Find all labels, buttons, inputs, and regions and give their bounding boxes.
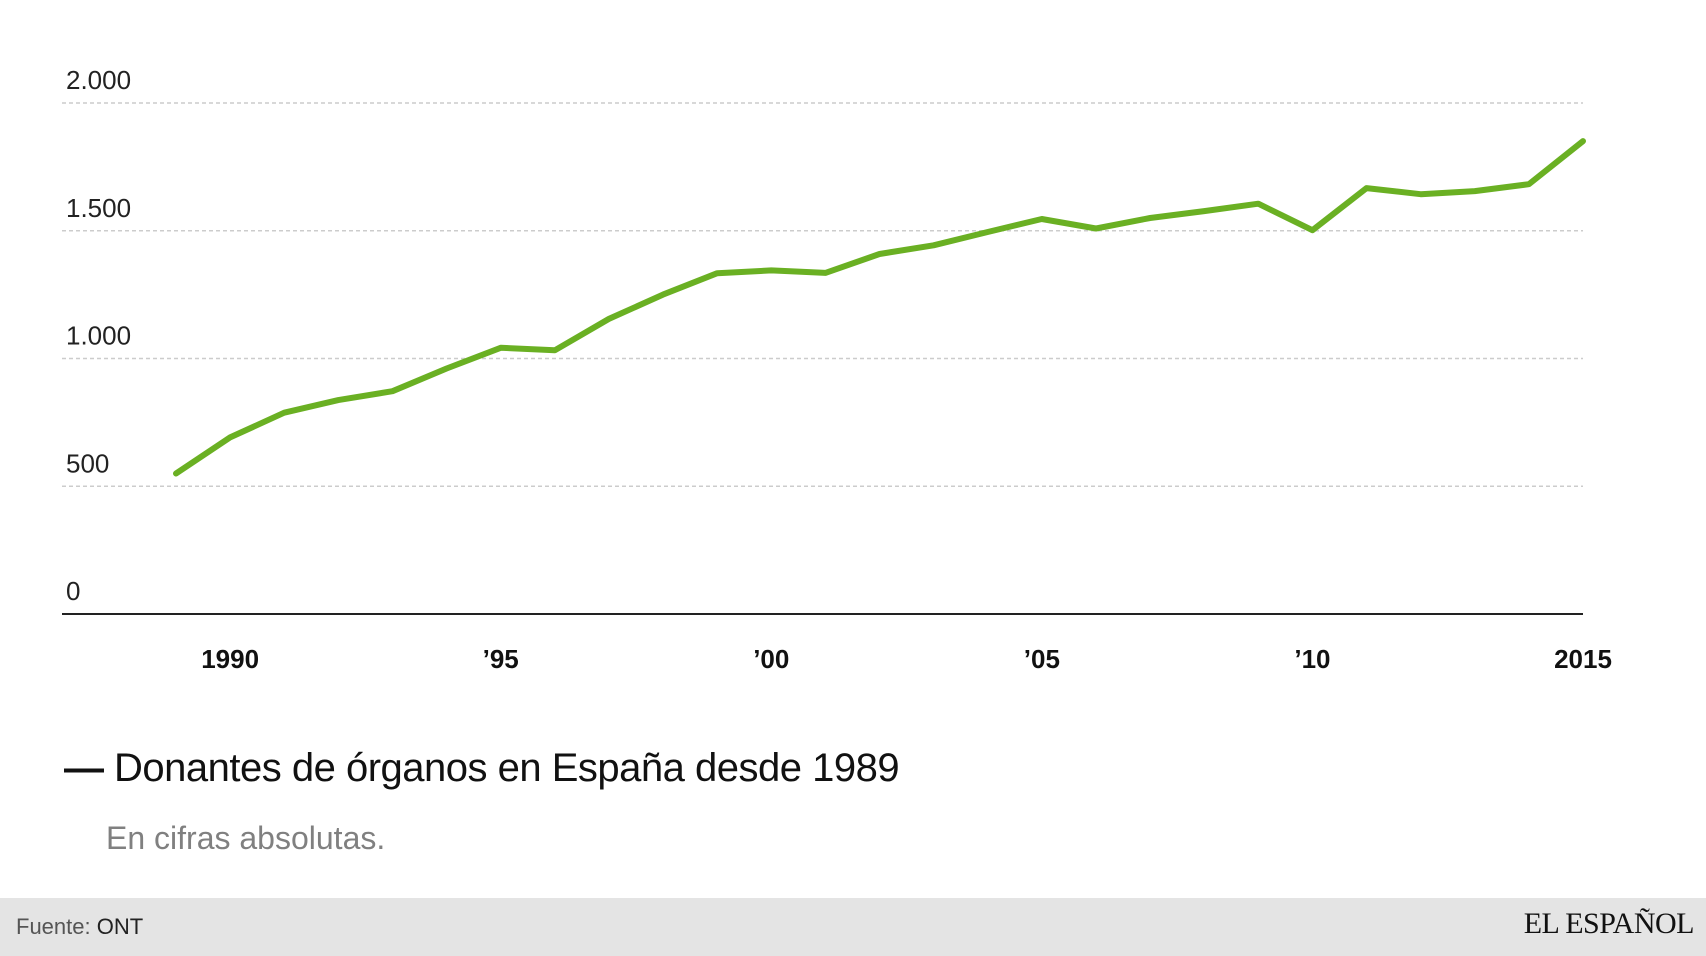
data-point-2002 [877,251,883,257]
data-point-2015 [1580,138,1586,144]
source-label: Fuente: [16,914,91,939]
source-value: ONT [96,914,144,939]
y-tick-label: 1.000 [66,321,131,351]
y-tick-label: 1.500 [66,193,131,223]
y-tick-label: 0 [66,576,80,606]
data-point-1989 [173,470,179,476]
data-point-1994 [444,365,450,371]
chart-subtitle: En cifras absolutas. [106,820,386,856]
series-group [173,138,1586,477]
x-tick-label: ’05 [1024,644,1060,674]
data-point-2011 [1364,185,1370,191]
chart-title-row: — Donantes de órganos en España desde 19… [64,744,900,792]
x-tick-label: ’95 [483,644,519,674]
y-axis-ticks: 0 500 1.000 1.500 2.000 [66,65,131,606]
el-espanol-logo: EL ESPAÑOL [1523,907,1695,940]
legend-swatch: — [64,746,104,790]
x-axis-ticks: 1990 ’95 ’00 ’05 ’10 2015 [201,644,1612,674]
source-credit: Fuente: ONT [16,914,143,940]
series-line [173,138,1586,477]
data-point-1991 [281,410,287,416]
data-point-2012 [1418,191,1424,197]
data-point-2014 [1526,181,1532,187]
chart-title: Donantes de órganos en España desde 1989 [114,746,900,790]
footer-bar: Fuente: ONT EL ESPAÑOL [0,898,1706,956]
data-point-2009 [1255,201,1261,207]
x-tick-label: 1990 [201,644,259,674]
line-chart: 0 500 1.000 1.500 2.000 1990 ’95 ’00 ’05 ’10 2015 [62,65,1612,674]
data-point-2004 [985,229,991,235]
y-tick-label: 500 [66,448,109,478]
y-tick-label: 2.000 [66,65,131,95]
data-point-2001 [822,270,828,276]
data-point-1992 [335,397,341,403]
data-point-2006 [1093,225,1099,231]
data-point-1995 [498,345,504,351]
data-point-1996 [552,347,558,353]
data-point-1999 [714,270,720,276]
data-point-1998 [660,292,666,298]
x-tick-label: ’10 [1294,644,1330,674]
data-point-1990 [227,434,233,440]
data-point-2005 [1039,216,1045,222]
data-point-2003 [931,242,937,248]
x-tick-label: 2015 [1554,644,1612,674]
gridlines [62,102,1583,487]
data-point-1997 [606,316,612,322]
data-point-2013 [1472,188,1478,194]
x-tick-label: ’00 [753,644,789,674]
data-point-2007 [1147,215,1153,221]
data-point-2000 [768,267,774,273]
data-point-1993 [389,388,395,394]
data-point-2008 [1201,208,1207,214]
data-point-2010 [1309,227,1315,233]
